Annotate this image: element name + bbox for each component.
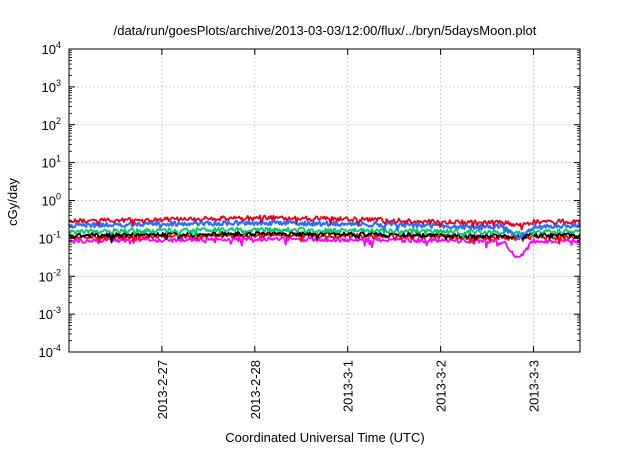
series-line-4 bbox=[68, 219, 582, 241]
y-tick-label: 102 bbox=[42, 116, 61, 133]
series-line-3 bbox=[68, 226, 581, 239]
y-tick-label: 10-1 bbox=[39, 229, 61, 246]
y-tick-label: 10-3 bbox=[39, 305, 61, 322]
series-line-2 bbox=[68, 230, 581, 244]
x-tick-label: 2013-3-3 bbox=[527, 360, 542, 412]
grid-layer bbox=[69, 49, 580, 352]
x-axis-title: Coordinated Universal Time (UTC) bbox=[225, 430, 424, 445]
y-tick-label: 10-2 bbox=[39, 267, 61, 284]
y-axis-title: cGy/day bbox=[5, 178, 20, 226]
series-line-0 bbox=[69, 235, 581, 259]
y-ticks: 10-4 10-3 10-2 10-1 100 101 102 103 104 bbox=[39, 40, 580, 360]
y-tick-label: 101 bbox=[42, 154, 61, 171]
x-ticks: 2013-2-27 2013-2-28 2013-3-1 2013-3-2 2013-3… bbox=[155, 49, 542, 419]
y-tick-label: 104 bbox=[42, 40, 61, 57]
x-tick-label: 2013-3-1 bbox=[341, 360, 356, 412]
y-tick-label: 10-4 bbox=[39, 343, 61, 360]
y-tick-label: 100 bbox=[42, 192, 61, 209]
series-layer bbox=[68, 214, 582, 259]
y-tick-label: 103 bbox=[42, 78, 61, 95]
chart-title: /data/run/goesPlots/archive/2013-03-03/1… bbox=[114, 23, 537, 38]
series-line-5 bbox=[68, 214, 581, 231]
x-tick-label: 2013-2-27 bbox=[155, 360, 170, 419]
x-tick-label: 2013-2-28 bbox=[248, 360, 263, 419]
x-tick-label: 2013-3-2 bbox=[434, 360, 449, 412]
